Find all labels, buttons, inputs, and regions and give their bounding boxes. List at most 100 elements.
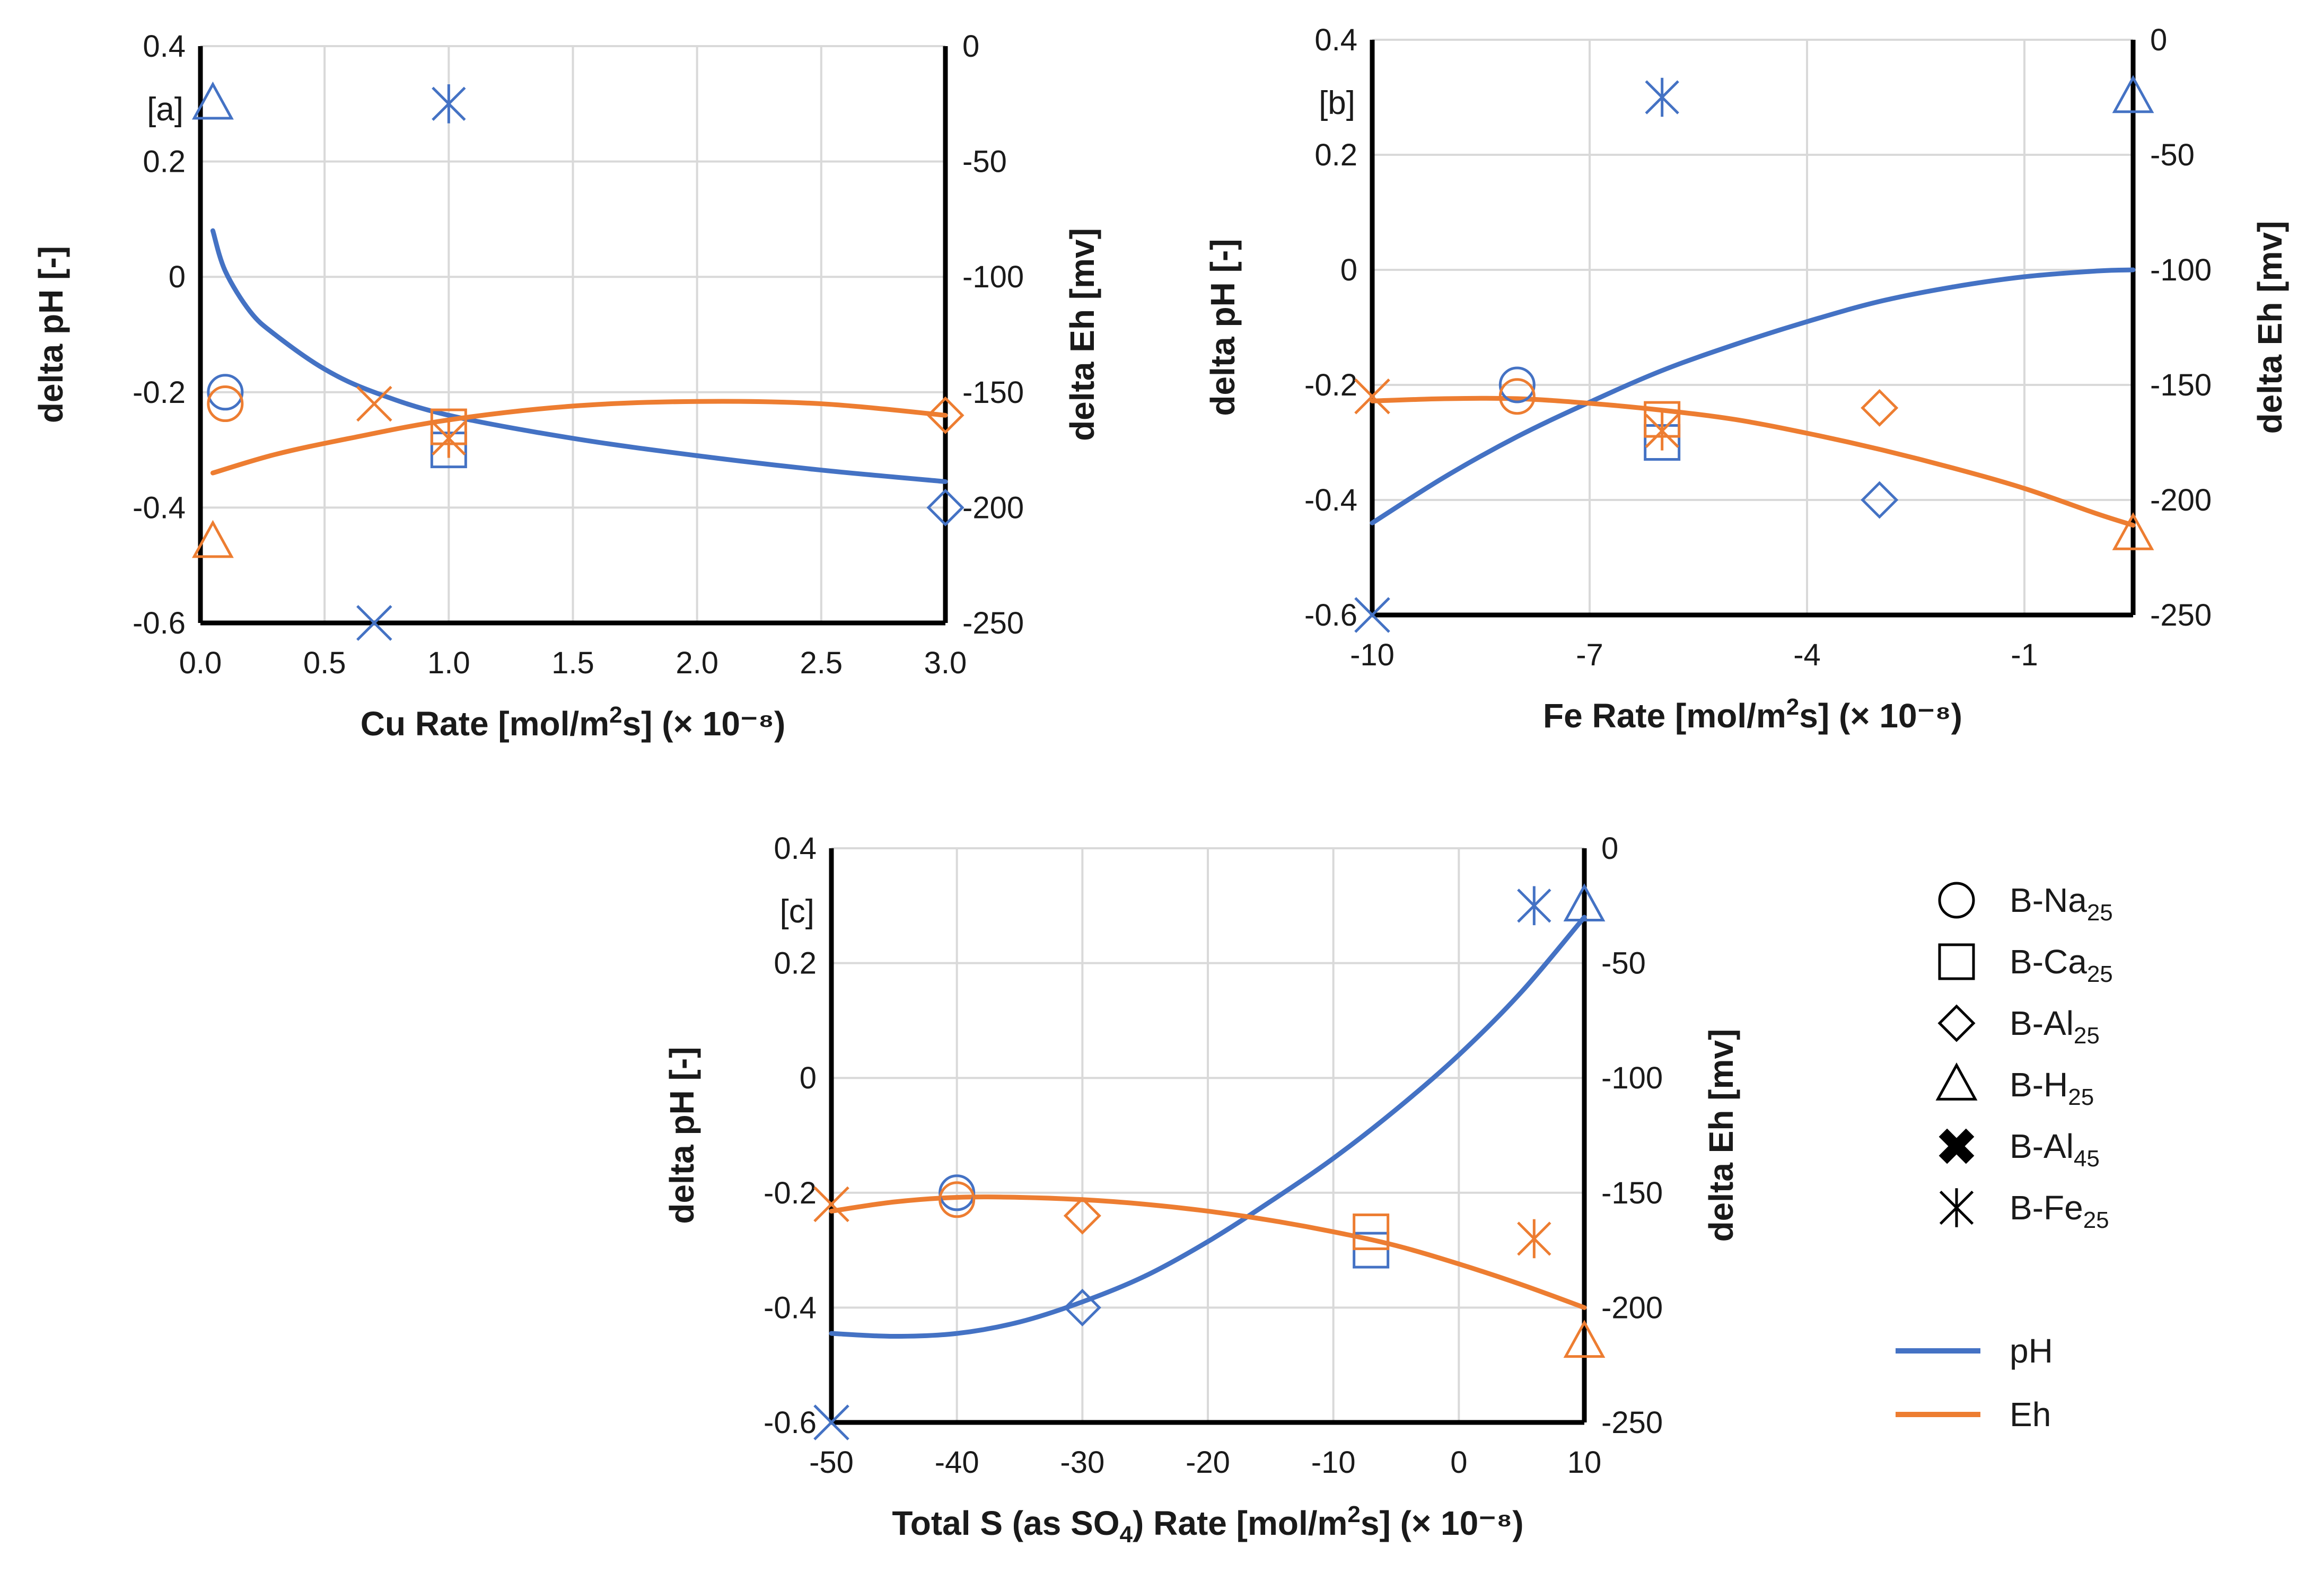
x-tick-label: -10: [1350, 638, 1395, 672]
y-tick-label: 0.2: [143, 145, 186, 179]
y2-tick-label: -200: [1601, 1290, 1663, 1325]
y-tick-label: 0: [800, 1061, 817, 1095]
panel-label: [c]: [780, 893, 814, 930]
y-tick-label: -0.6: [1304, 598, 1357, 632]
x-tick-label: 1.0: [427, 646, 470, 680]
panel-label: [b]: [1319, 85, 1355, 121]
y-tick-label: -0.4: [764, 1290, 817, 1325]
x-tick-label: -4: [1793, 638, 1821, 672]
panel-label: [a]: [147, 91, 183, 128]
y-tick-label: -0.2: [133, 375, 186, 410]
y-tick-label: 0.2: [774, 946, 817, 981]
x-tick-label: -1: [2011, 638, 2038, 672]
eh-circle-point: [207, 385, 244, 423]
ph-circle-point: [207, 374, 244, 411]
y-tick-label: -0.2: [764, 1176, 817, 1210]
ph-x-point: [1354, 597, 1390, 633]
x-tick-label: 0.5: [303, 646, 346, 680]
eh-circle-point: [1498, 378, 1536, 415]
y2-tick-label: -100: [2150, 253, 2212, 287]
eh-x-point: [356, 385, 392, 422]
x-tick-label: -50: [809, 1445, 854, 1480]
x-tick-label: -40: [935, 1445, 979, 1480]
eh-diamond-point: [926, 396, 964, 434]
y-tick-label: -0.4: [1304, 483, 1357, 517]
ph-x-point: [813, 1404, 849, 1440]
ph-asterisk-point: [432, 84, 466, 124]
y2-tick-label: -150: [962, 375, 1024, 410]
eh-triangle-point: [1563, 1320, 1606, 1358]
x-tick-label: 1.5: [551, 646, 594, 680]
ph-trend-line: [829, 915, 1587, 1339]
legend-label: B-Al25: [2010, 1004, 2100, 1049]
y2-tick-label: -50: [2150, 138, 2195, 172]
y-axis-label: delta pH [-]: [32, 246, 70, 423]
legend-label: Eh: [2010, 1395, 2051, 1434]
eh-square-point: [1353, 1213, 1390, 1250]
y-axis-label: delta pH [-]: [1204, 239, 1242, 416]
y2-tick-label: -150: [1601, 1176, 1663, 1210]
y-tick-label: 0.4: [143, 29, 186, 64]
legend-circle-icon: [1938, 882, 1975, 919]
x-tick-label: 3.0: [924, 646, 967, 680]
legend: B-Na25 B-Ca25 B-Al25 B-H25 B-Al45 B-Fe25 pH Eh: [1896, 881, 2113, 1434]
x-tick-label: 2.0: [676, 646, 718, 680]
legend-diamond-icon: [1937, 1004, 1976, 1042]
x-axis-label: Fe Rate [mol/m2s] (× 10⁻⁸): [1543, 694, 1962, 735]
eh-asterisk-point: [1517, 1219, 1551, 1259]
y2-tick-label: 0: [2150, 23, 2167, 57]
ph-trend-line: [1370, 267, 2136, 525]
eh-x-point: [1354, 378, 1390, 415]
y2-tick-label: -250: [1601, 1405, 1663, 1440]
y2-tick-label: 0: [962, 29, 979, 64]
y2-tick-label: -250: [2150, 598, 2212, 632]
legend-label: B-Fe25: [2010, 1189, 2109, 1233]
y2-tick-label: -50: [1601, 946, 1646, 981]
ph-diamond-point: [926, 488, 964, 526]
y2-tick-label: -50: [962, 145, 1007, 179]
y-axis-label: delta pH [-]: [663, 1047, 701, 1224]
x-tick-label: -20: [1186, 1445, 1230, 1480]
eh-circle-point: [939, 1181, 976, 1218]
y2-tick-label: -100: [1601, 1061, 1663, 1095]
chart-panel-3: -50 -40 -30 -20 -10 0 10-0.6-0.4-0.200.20.4-25…: [663, 831, 1740, 1548]
ph-triangle-point: [2112, 75, 2154, 113]
y2-axis-label: delta Eh [mv]: [1702, 1029, 1740, 1242]
eh-asterisk-point: [432, 419, 466, 458]
legend-xbold-icon: [1939, 1128, 1975, 1164]
ph-circle-point: [939, 1174, 976, 1211]
y2-tick-label: -150: [2150, 368, 2212, 402]
eh-trend-line: [829, 1194, 1587, 1310]
legend-label: B-H25: [2010, 1066, 2094, 1110]
eh-trend-line: [1370, 396, 2136, 528]
x-tick-label: 2.5: [800, 646, 843, 680]
eh-triangle-point: [2112, 512, 2154, 550]
eh-x-point: [813, 1186, 849, 1223]
ph-x-point: [356, 605, 392, 641]
ph-triangle-point: [1563, 883, 1606, 921]
x-axis-label: Cu Rate [mol/m2s] (× 10⁻⁸): [361, 702, 786, 743]
legend-label: B-Na25: [2010, 881, 2113, 926]
ph-triangle-point: [191, 81, 234, 120]
y-tick-label: -0.2: [1304, 368, 1357, 402]
y-tick-label: 0.4: [774, 831, 817, 866]
ph-diamond-point: [1063, 1288, 1101, 1326]
x-axis-label: Total S (as SO4) Rate [mol/m2s] (× 10⁻⁸): [892, 1501, 1523, 1548]
y2-tick-label: 0: [1601, 831, 1618, 866]
y2-tick-label: -200: [2150, 483, 2212, 517]
ph-square-point: [1353, 1232, 1390, 1269]
y2-tick-label: -250: [962, 606, 1024, 640]
y2-axis-label: delta Eh [mv]: [2251, 221, 2289, 434]
ph-asterisk-point: [1517, 886, 1551, 926]
ph-diamond-point: [1861, 481, 1899, 519]
legend-triangle-icon: [1935, 1062, 1978, 1101]
y2-axis-label: delta Eh [mv]: [1063, 228, 1101, 441]
chart-panel-1: 0.0 0.5 1.0 1.5 2.0 2.5 3.0 -0.6 -0.4 -0.2 0 0.2 0.4…: [32, 29, 1101, 743]
legend-square-icon: [1938, 943, 1975, 980]
legend-asterisk-icon: [1939, 1188, 1974, 1227]
x-tick-label: 0: [1450, 1445, 1467, 1480]
y-tick-label: -0.4: [133, 490, 186, 525]
legend-label: B-Ca25: [2010, 943, 2113, 987]
x-tick-label: 10: [1567, 1445, 1602, 1480]
